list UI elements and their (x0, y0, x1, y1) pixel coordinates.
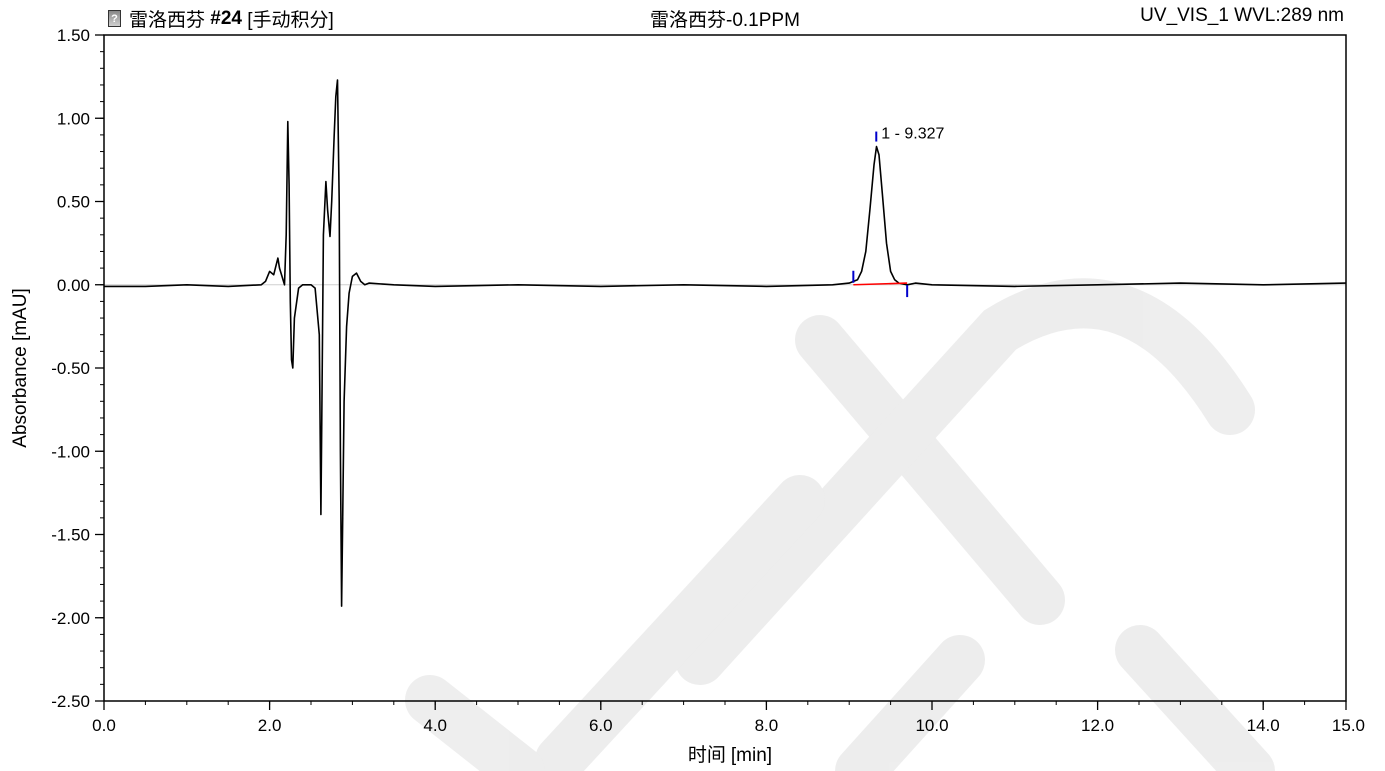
x-axis-ticks: 0.0 2.0 4.0 6.0 8.0 10.0 12.0 14.0 15.0 (92, 701, 1365, 735)
chromatogram-header-left: ? 雷洛西芬 #24 [手动积分] (108, 5, 334, 32)
y-tick-label: -1.50 (51, 526, 90, 545)
y-tick-label: -2.00 (51, 609, 90, 628)
injection-number: #24 (210, 7, 242, 29)
document-question-icon[interactable]: ? (108, 10, 121, 27)
sample-name: 雷洛西芬 (129, 10, 206, 31)
x-tick-label: 14.0 (1247, 716, 1280, 735)
peak-label: 1 - 9.327 (881, 126, 944, 143)
y-tick-label: 0.00 (57, 276, 90, 295)
x-tick-label: 15.0 (1332, 716, 1365, 735)
x-tick-label: 12.0 (1081, 716, 1114, 735)
y-axis-ticks: 1.50 1.00 0.50 0.00 -0.50 -1.00 -1.50 -2.00 -2.5… (51, 26, 104, 711)
x-tick-label: 6.0 (589, 716, 613, 735)
x-tick-label: 4.0 (423, 716, 447, 735)
detector-label: UV_VIS_1 WVL:289 nm (1140, 5, 1344, 26)
y-tick-label: 1.00 (57, 109, 90, 128)
x-axis-title: 时间 [min] (688, 744, 772, 766)
x-axis-title-prefix: 时间 (688, 744, 726, 766)
peak-baseline (853, 282, 908, 286)
y-tick-label: 0.50 (57, 193, 90, 212)
x-axis-title-unit: [min] (731, 745, 772, 766)
x-tick-label: 10.0 (915, 716, 948, 735)
x-tick-label: 0.0 (92, 716, 116, 735)
chromatogram-trace[interactable] (104, 79, 1347, 607)
plot-frame (103, 34, 1347, 702)
y-tick-label: -2.50 (51, 692, 90, 711)
x-tick-label: 2.0 (258, 716, 282, 735)
y-tick-label: -0.50 (51, 359, 90, 378)
x-tick-label: 8.0 (755, 716, 779, 735)
y-axis-title: Absorbance [mAU] (10, 288, 31, 447)
y-tick-label: -1.00 (51, 442, 90, 461)
watermark-logo (405, 278, 1275, 771)
chromatogram-title: 雷洛西芬-0.1PPM (650, 10, 800, 31)
integration-mode: [手动积分] (247, 10, 334, 31)
y-tick-label: 1.50 (57, 26, 90, 45)
